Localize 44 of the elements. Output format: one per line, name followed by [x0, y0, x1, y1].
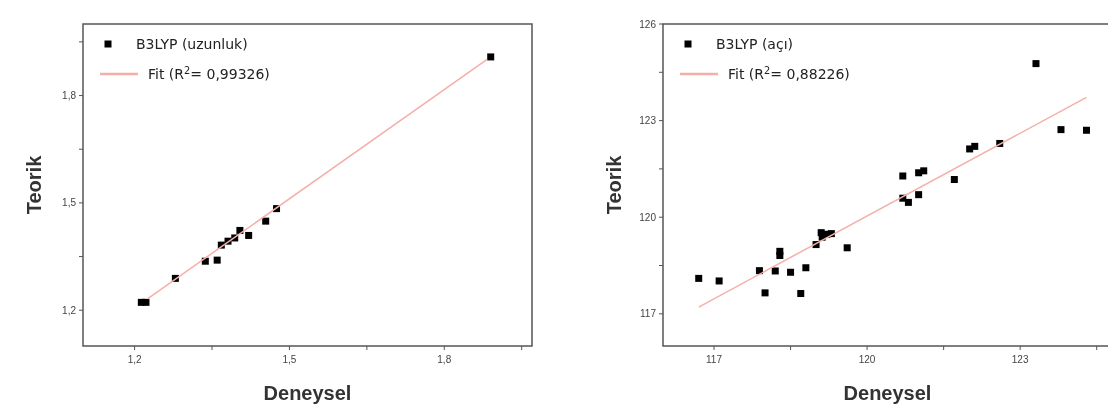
point: [487, 53, 495, 61]
point: [245, 231, 253, 239]
y-axis-title: Teorik: [603, 154, 625, 215]
y-tick-label: 1,2: [62, 304, 77, 316]
y-axis-title: Teorik: [23, 154, 45, 215]
x-tick-label: 1,5: [282, 354, 297, 365]
point: [904, 198, 912, 206]
point: [771, 267, 779, 275]
point: [213, 256, 221, 264]
x-tick-label: 1,8: [437, 354, 452, 365]
point: [971, 142, 979, 150]
y-tick-label: 123: [639, 115, 657, 127]
legend-label: Fit (R$^{2}$= 0,88226): [728, 64, 850, 82]
legend-label: B3LYP (uzunluk): [136, 36, 248, 52]
point: [262, 217, 270, 225]
y-tick-label: 1,5: [62, 197, 77, 209]
point: [899, 172, 907, 180]
point: [776, 252, 784, 260]
x-axis-title: Deneysel: [843, 382, 932, 404]
x-tick-label: 117: [706, 354, 723, 365]
point: [715, 277, 723, 285]
x-axis-title: Deneysel: [263, 382, 352, 404]
y-tick-label: 117: [640, 308, 657, 320]
x-tick-label: 1,2: [127, 354, 142, 365]
legend-label: Fit (R$^{2}$= 0,99326): [148, 64, 270, 82]
point: [1082, 126, 1090, 134]
point: [142, 298, 150, 306]
y-tick-label: 1,8: [62, 90, 77, 102]
point: [950, 176, 958, 184]
point: [920, 167, 928, 175]
point: [802, 264, 810, 272]
x-tick-label: 123: [1011, 354, 1029, 365]
point: [695, 274, 703, 282]
y-tick-label: 126: [639, 18, 657, 30]
point: [797, 290, 805, 298]
point: [843, 244, 851, 252]
legend-label: B3LYP (açı): [716, 36, 793, 52]
point: [761, 289, 769, 297]
y-tick-label: 120: [639, 211, 657, 223]
point: [1057, 126, 1065, 134]
point: [1032, 60, 1040, 68]
x-tick-label: 120: [858, 354, 876, 365]
point: [787, 268, 795, 276]
point: [915, 191, 923, 199]
